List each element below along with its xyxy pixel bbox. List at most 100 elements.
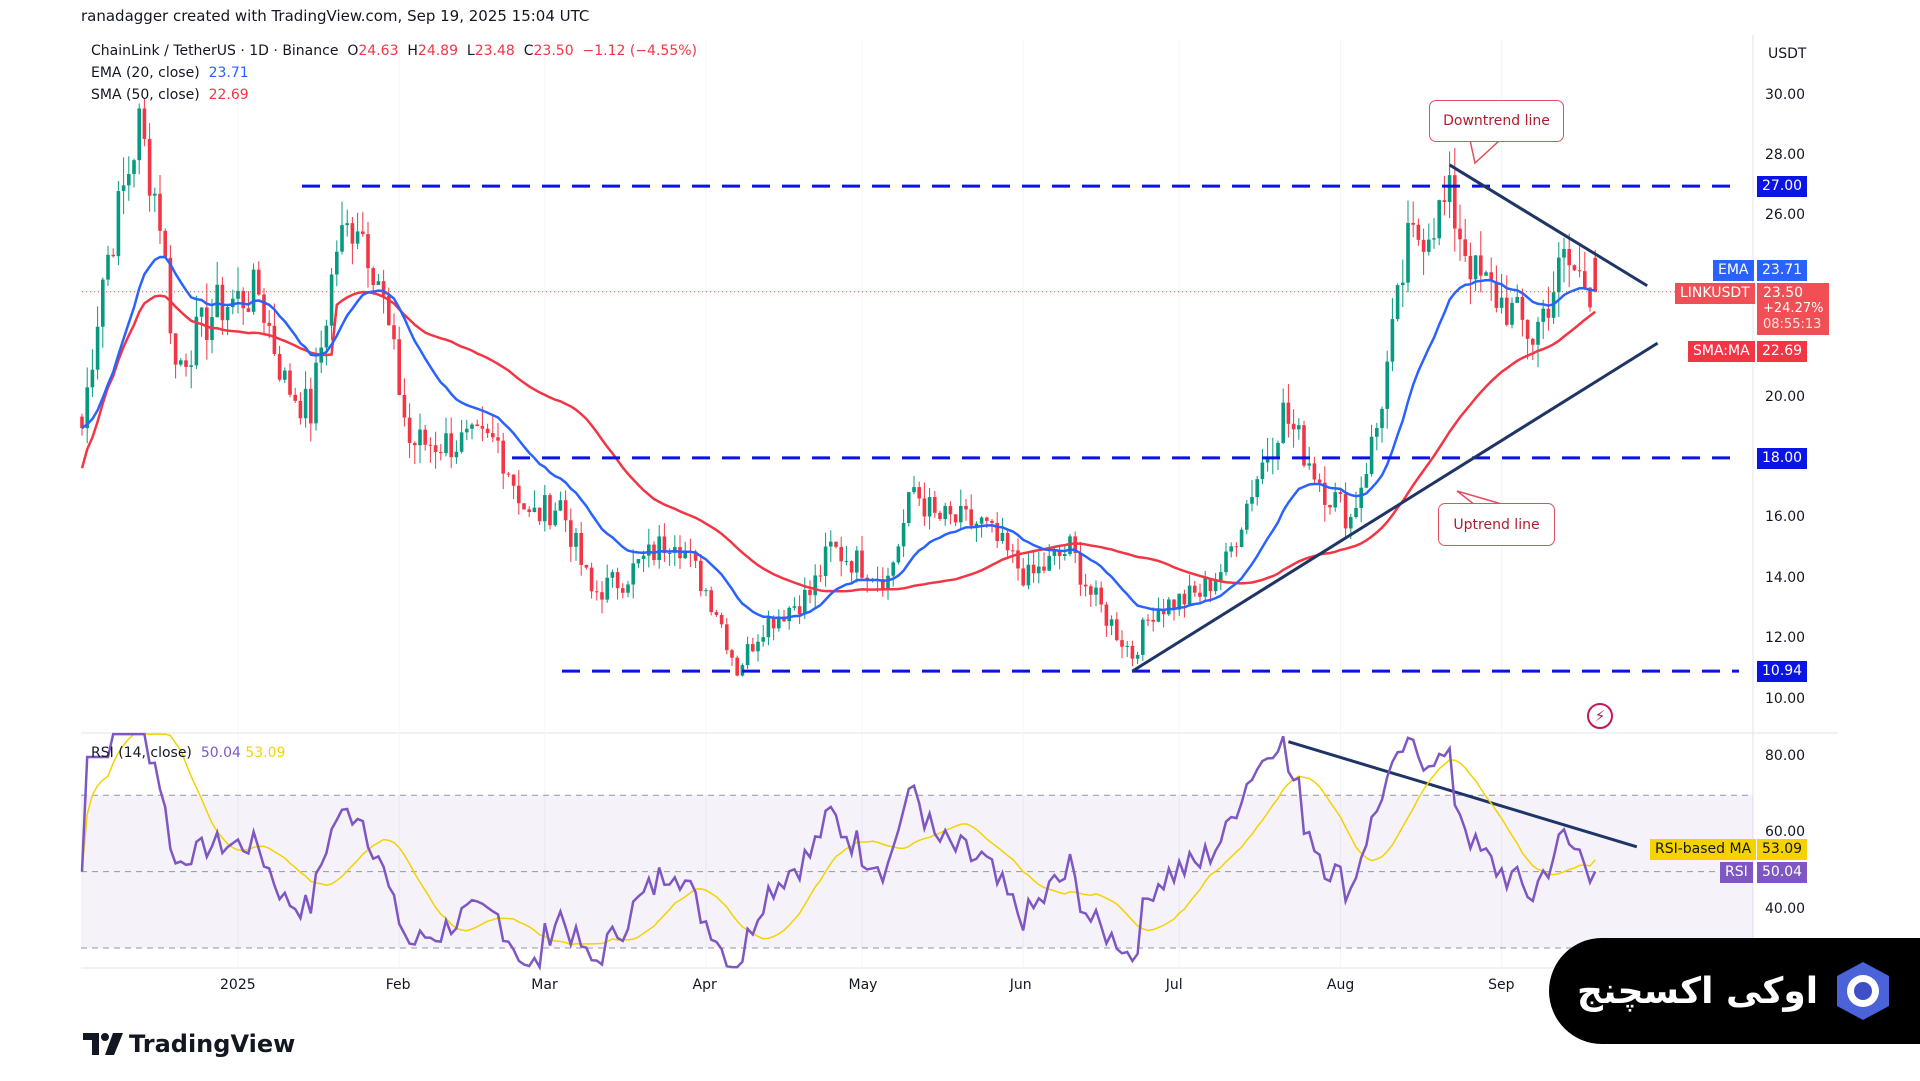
candle <box>1364 474 1369 488</box>
rsi-tick: 60.00 <box>1765 824 1806 841</box>
candle <box>922 498 927 517</box>
candle <box>1567 249 1571 266</box>
candle <box>350 223 355 244</box>
candle <box>355 231 360 244</box>
candle <box>532 507 537 513</box>
currency-label[interactable]: USDT <box>1768 46 1807 62</box>
candle <box>1447 175 1452 202</box>
candle <box>745 644 750 666</box>
candle <box>1011 550 1015 552</box>
candle <box>756 641 760 652</box>
candle <box>267 322 271 326</box>
candle <box>896 546 901 563</box>
candle <box>1588 287 1592 308</box>
lightning-icon[interactable]: ⚡ <box>1587 703 1613 729</box>
candle <box>381 281 386 296</box>
candle <box>761 637 765 642</box>
candle <box>985 517 989 521</box>
price-tick: 20.00 <box>1765 388 1806 405</box>
ema-legend[interactable]: EMA (20, close) 23.71 <box>91 65 249 81</box>
candle <box>309 388 313 424</box>
time-tick: Jul <box>1165 977 1183 993</box>
symbol-legend[interactable]: ChainLink / TetherUS · 1D · Binance O24.… <box>91 43 697 59</box>
candle <box>1531 338 1535 345</box>
candle <box>714 612 719 615</box>
sma50-line <box>80 290 1596 593</box>
candle <box>1135 654 1140 659</box>
candle <box>1312 463 1317 480</box>
candle <box>1546 308 1551 318</box>
candle <box>475 424 479 427</box>
time-tick: Mar <box>531 977 558 993</box>
sma-legend[interactable]: SMA (50, close) 22.69 <box>91 87 249 103</box>
candle <box>1333 492 1337 508</box>
price-tick: 28.00 <box>1765 146 1806 163</box>
candle <box>1489 272 1493 282</box>
level-tag-18: 18.00 <box>1757 448 1808 469</box>
rsi-tick: 80.00 <box>1765 748 1806 764</box>
candle <box>392 325 396 340</box>
candle <box>293 394 297 401</box>
candle <box>231 298 235 308</box>
candle <box>1276 442 1280 457</box>
price-tick: 26.00 <box>1765 207 1806 224</box>
sma-value: 22.69 <box>208 87 249 103</box>
ema-value: 23.71 <box>208 65 249 81</box>
candle <box>917 487 921 499</box>
open-label: O <box>347 43 359 59</box>
candle <box>220 284 225 321</box>
candle <box>1291 423 1296 430</box>
sma-label: SMA (50, close) <box>91 87 200 103</box>
price-tick: 14.00 <box>1765 569 1806 586</box>
candle <box>1494 281 1499 308</box>
candle <box>1375 428 1379 437</box>
rsi-legend[interactable]: RSI (14, close) 50.04 53.09 <box>91 745 285 761</box>
change-value: −1.12 (−4.55%) <box>582 43 697 59</box>
candle <box>80 416 84 429</box>
candle <box>491 433 495 438</box>
candle <box>1593 257 1597 292</box>
candle <box>657 536 661 561</box>
candle <box>127 174 131 186</box>
candle <box>1255 479 1259 498</box>
candle <box>1323 482 1327 505</box>
candle <box>1583 271 1587 288</box>
close-label: C <box>523 43 534 59</box>
chart-credit: ranadagger created with TradingView.com,… <box>81 7 590 25</box>
uptrend-callout[interactable]: Uptrend line <box>1438 503 1555 546</box>
candle <box>1109 619 1114 626</box>
candle <box>797 606 802 615</box>
rsi-label: RSI (14, close) <box>91 745 192 761</box>
rsi-line <box>80 732 1597 971</box>
candle <box>1182 593 1187 605</box>
candle <box>527 509 531 513</box>
candle <box>1307 463 1311 466</box>
candle <box>1213 580 1218 592</box>
candle <box>465 428 469 433</box>
candle <box>615 572 620 589</box>
candle <box>974 523 979 526</box>
close-value: 23.50 <box>533 43 574 59</box>
candle <box>823 546 828 577</box>
candle <box>480 426 485 429</box>
candle <box>1078 552 1083 585</box>
candle <box>605 577 609 600</box>
candle <box>189 365 193 367</box>
candle <box>574 532 578 547</box>
downtrend-callout[interactable]: Downtrend line <box>1429 100 1564 142</box>
candle <box>839 546 843 562</box>
candle <box>1260 462 1265 480</box>
candle <box>891 562 895 576</box>
candle <box>1130 645 1135 659</box>
candle <box>777 616 781 629</box>
candle <box>621 588 625 593</box>
candle <box>1437 200 1441 239</box>
candle <box>1193 585 1197 593</box>
candle <box>1349 517 1353 529</box>
price-tick: 16.00 <box>1765 509 1806 526</box>
candle <box>1281 402 1285 443</box>
tradingview-logo[interactable]: TradingView <box>83 1030 295 1058</box>
candle <box>1141 619 1145 655</box>
candle <box>517 485 521 504</box>
